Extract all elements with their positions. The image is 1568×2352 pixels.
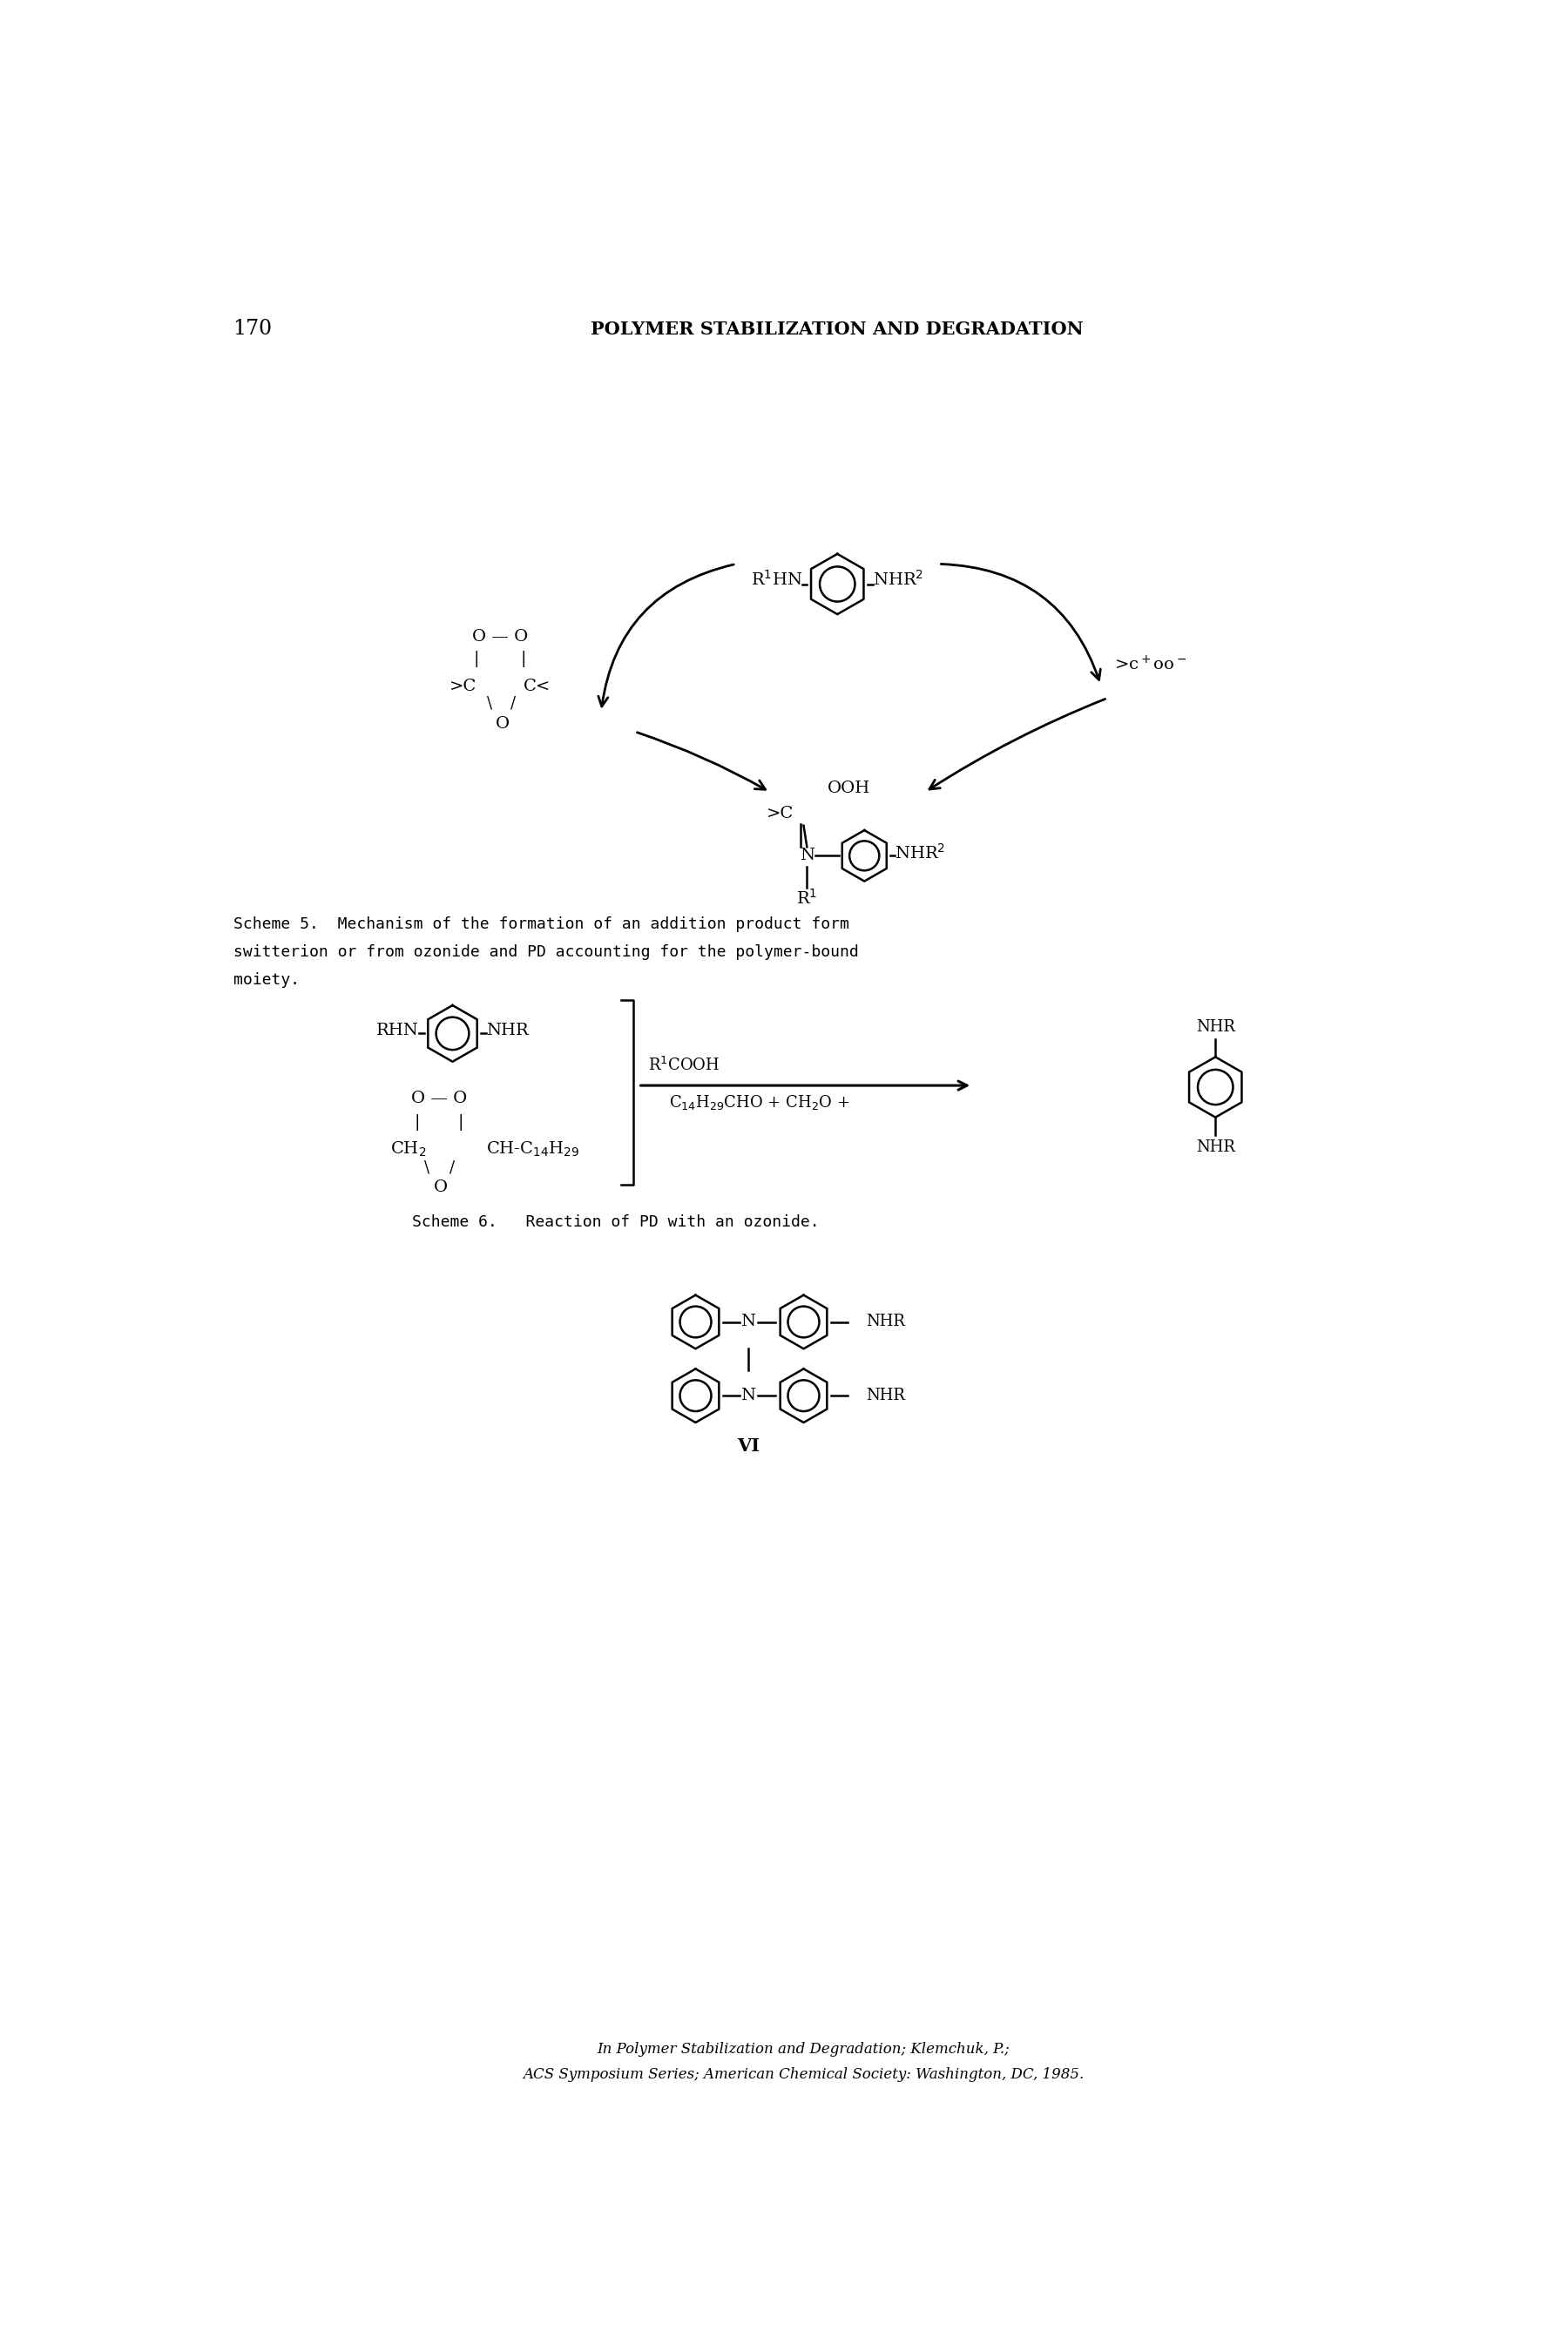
FancyArrowPatch shape [637, 731, 765, 790]
Text: O — O: O — O [472, 628, 528, 644]
Text: NHR: NHR [866, 1388, 905, 1404]
Text: switterion or from ozonide and PD accounting for the polymer-bound: switterion or from ozonide and PD accoun… [234, 943, 858, 960]
Text: R$^1$COOH: R$^1$COOH [648, 1056, 720, 1075]
Text: >c$^+$oo$^-$: >c$^+$oo$^-$ [1115, 656, 1187, 673]
Text: >C: >C [448, 677, 477, 694]
Text: O — O: O — O [411, 1091, 467, 1105]
Text: POLYMER STABILIZATION AND DEGRADATION: POLYMER STABILIZATION AND DEGRADATION [591, 320, 1083, 339]
Text: Scheme 5.  Mechanism of the formation of an addition product form: Scheme 5. Mechanism of the formation of … [234, 915, 848, 931]
Text: In Polymer Stabilization and Degradation; Klemchuk, P.;: In Polymer Stabilization and Degradation… [597, 2042, 1010, 2058]
Text: N: N [800, 849, 814, 863]
Text: |: | [458, 1115, 464, 1131]
Text: |: | [474, 652, 478, 668]
Text: moiety.: moiety. [234, 971, 299, 988]
Text: NHR: NHR [1196, 1018, 1236, 1035]
Text: RHN: RHN [376, 1023, 419, 1037]
Text: \: \ [488, 696, 492, 710]
Text: >C: >C [767, 807, 793, 821]
Text: O: O [433, 1181, 447, 1195]
Text: N: N [740, 1388, 756, 1404]
Text: \: \ [425, 1160, 430, 1176]
Text: NHR$^2$: NHR$^2$ [872, 569, 924, 588]
FancyArrowPatch shape [930, 699, 1105, 790]
Text: OOH: OOH [828, 781, 870, 797]
Text: R$^1$: R$^1$ [797, 889, 817, 908]
Text: 170: 170 [234, 320, 273, 339]
Text: |: | [414, 1115, 420, 1131]
Text: O: O [495, 715, 510, 731]
Text: NHR: NHR [486, 1023, 528, 1037]
Text: /: / [511, 696, 516, 710]
Text: C$_{14}$H$_{29}$CHO + CH$_2$O +: C$_{14}$H$_{29}$CHO + CH$_2$O + [668, 1094, 848, 1112]
FancyArrowPatch shape [599, 564, 734, 706]
Text: /: / [450, 1160, 455, 1176]
Text: N: N [740, 1315, 756, 1329]
Text: VI: VI [737, 1437, 759, 1454]
Text: R$^1$HN: R$^1$HN [751, 569, 803, 588]
Text: Scheme 6.   Reaction of PD with an ozonide.: Scheme 6. Reaction of PD with an ozonide… [412, 1214, 820, 1230]
Text: NHR: NHR [866, 1315, 905, 1329]
FancyArrowPatch shape [941, 564, 1101, 680]
Text: ACS Symposium Series; American Chemical Society: Washington, DC, 1985.: ACS Symposium Series; American Chemical … [524, 2067, 1083, 2082]
Text: C<: C< [524, 677, 550, 694]
Text: NHR: NHR [1196, 1141, 1236, 1155]
Text: CH-C$_{14}$H$_{29}$: CH-C$_{14}$H$_{29}$ [486, 1141, 580, 1160]
Text: |: | [521, 652, 527, 668]
Text: NHR$^2$: NHR$^2$ [895, 842, 946, 861]
Text: CH$_2$: CH$_2$ [390, 1141, 426, 1160]
